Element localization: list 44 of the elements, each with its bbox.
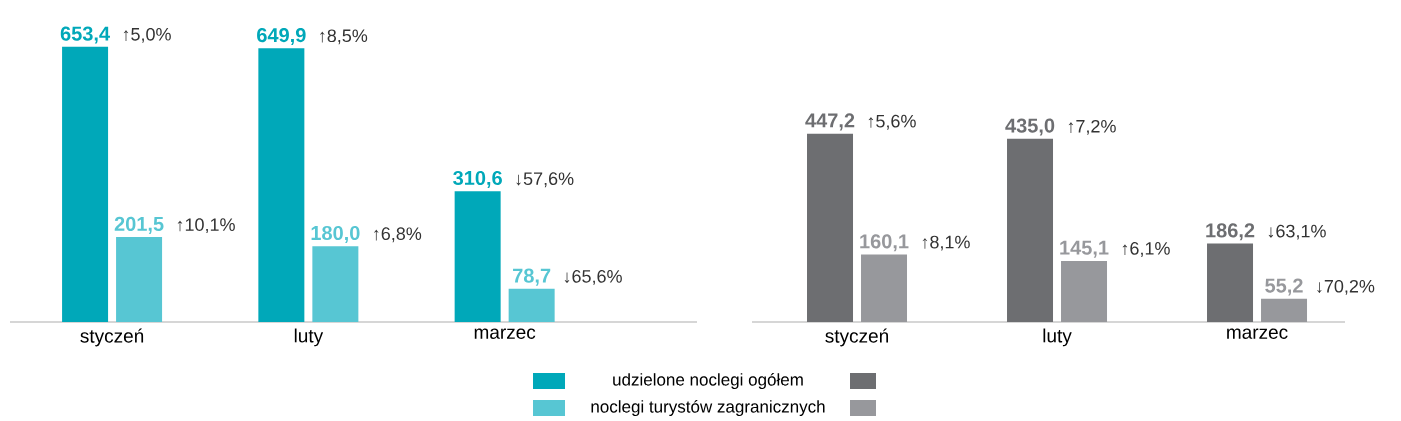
data-label: 310,6 (453, 170, 502, 188)
data-label: 447,2 (805, 113, 855, 131)
annotation: ↑10,1% (177, 218, 235, 234)
bar (1061, 260, 1108, 322)
annotation: ↓57,6% (516, 172, 574, 188)
data-label: 435,0 (1005, 118, 1055, 136)
text: ↑5,6% (868, 114, 916, 130)
x-tick-label: luty (1043, 328, 1072, 347)
bar (1007, 138, 1054, 322)
bar (1261, 298, 1308, 322)
annotation: ↑7,2% (1068, 119, 1116, 135)
data-label: 201,5 (114, 216, 164, 234)
annotation: ↓65,6% (564, 269, 622, 285)
x-tick-label: luty (294, 328, 324, 347)
annotation: ↑8,1% (922, 235, 970, 251)
bar (62, 46, 109, 322)
data-label: 145,1 (1060, 240, 1109, 258)
data-label: 55,2 (1265, 278, 1303, 296)
annotation: ↑6,1% (1122, 242, 1170, 257)
data-label: 160,1 (860, 234, 909, 252)
data-label: 186,2 (1206, 223, 1255, 241)
text: ↑8,5% (320, 29, 368, 45)
x-tick-label: styczeń (825, 328, 889, 347)
text: ↑5,0% (123, 27, 171, 43)
x-tick-label: marzec (1227, 328, 1288, 339)
bar (807, 133, 854, 322)
bar (508, 288, 555, 322)
bar (861, 254, 908, 322)
data-label: 653,4 (60, 26, 110, 44)
bar (1207, 243, 1254, 322)
data-label: 180,0 (311, 225, 360, 243)
bar (116, 237, 163, 322)
text: udzielone noclegi ogółem (613, 372, 803, 390)
annotation: ↓70,2% (1317, 279, 1375, 295)
data-label: 649,9 (257, 27, 306, 46)
bar (454, 191, 501, 322)
bar (258, 48, 305, 322)
x-tick-label: marzec (474, 328, 536, 339)
x-tick-label: styczeń (80, 328, 144, 347)
legend-label: noclegi turystów zagranicznych (591, 399, 825, 417)
data-label: 78,7 (513, 268, 551, 286)
bar (312, 246, 359, 322)
annotation: ↓63,1% (1268, 224, 1326, 240)
annotation: ↑6,8% (374, 227, 422, 243)
